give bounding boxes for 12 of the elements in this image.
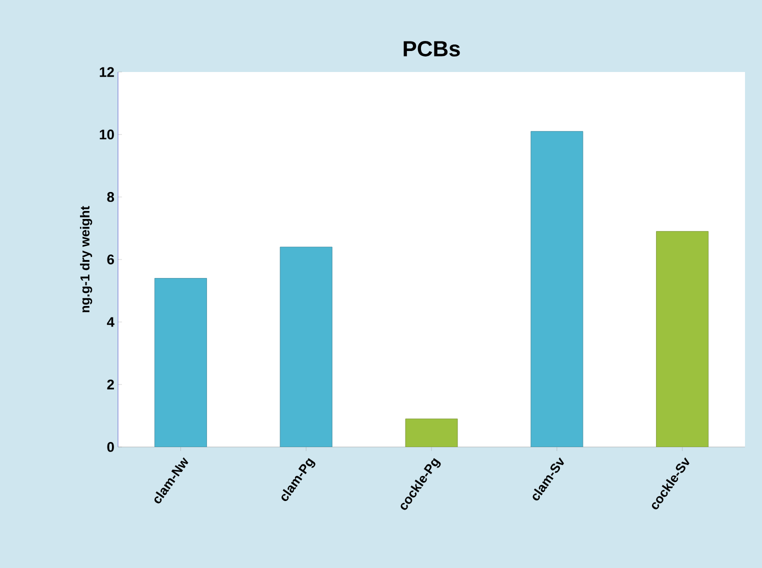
y-axis-title: ng.g-1 dry weight xyxy=(80,206,92,312)
y-tick-label: 10 xyxy=(100,130,114,140)
y-tick-label: 4 xyxy=(106,317,114,327)
y-tick-label: 2 xyxy=(107,380,114,390)
y-tick-label: 12 xyxy=(100,67,114,77)
bar xyxy=(405,418,458,447)
chart-title: PCBs xyxy=(404,40,460,56)
bar xyxy=(656,231,709,447)
y-tick-label: 0 xyxy=(107,442,114,452)
bar xyxy=(154,278,207,447)
y-tick-label: 8 xyxy=(107,192,114,202)
y-tick-label: 6 xyxy=(107,254,114,264)
